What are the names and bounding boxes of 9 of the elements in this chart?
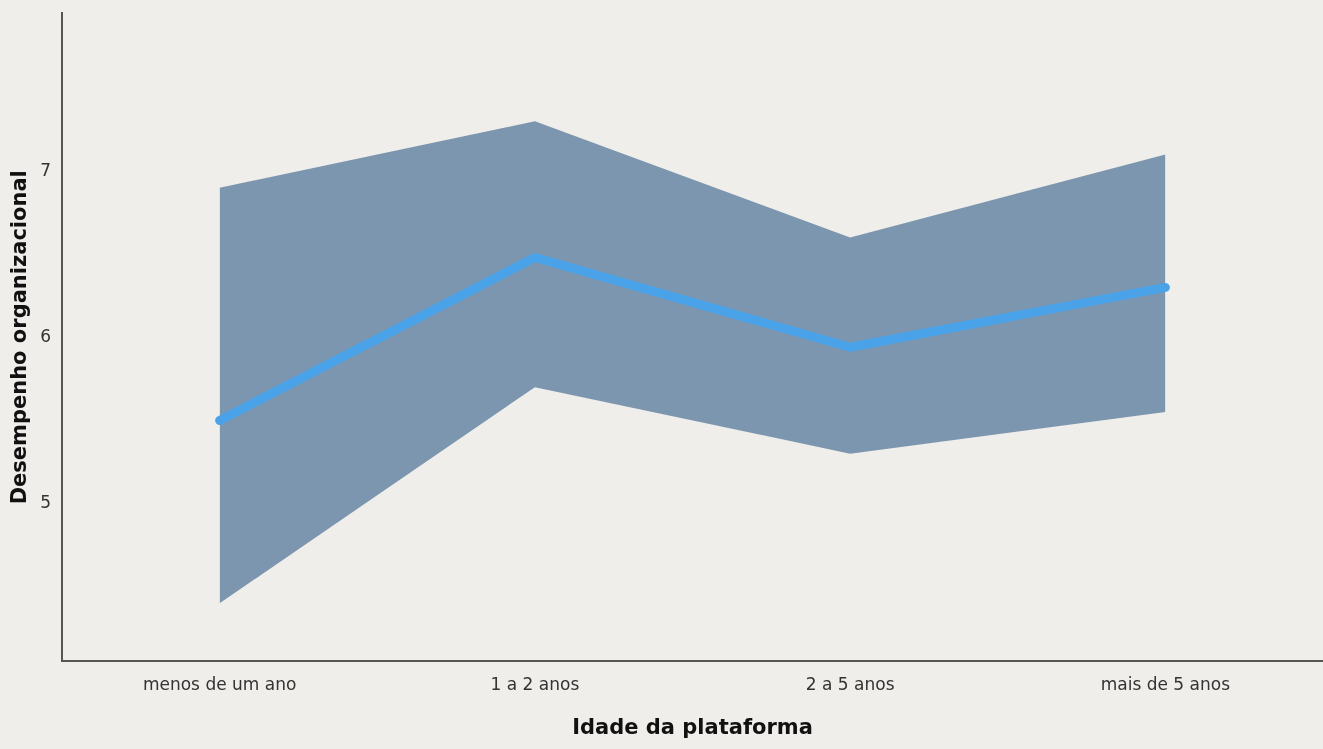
y-axis-title: Desempenho organizacional [7, 170, 32, 505]
x-tick-label: mais de 5 anos [1100, 674, 1231, 695]
x-tick-label: 1 a 2 anos [490, 674, 580, 695]
x-axis-title: Idade da plataforma [572, 714, 813, 739]
y-tick-label: 6 [40, 325, 52, 346]
x-tick-label: 2 a 5 anos [805, 674, 895, 695]
x-tick-label: menos de um ano [142, 674, 297, 695]
y-tick-label: 7 [40, 159, 52, 180]
y-tick-label: 5 [40, 491, 52, 512]
